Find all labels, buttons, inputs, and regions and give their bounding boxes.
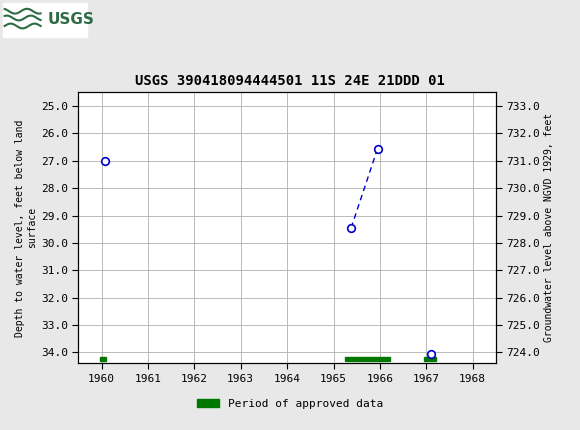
Bar bbox=[100, 357, 106, 362]
FancyBboxPatch shape bbox=[3, 3, 87, 37]
Legend: Period of approved data: Period of approved data bbox=[193, 395, 387, 414]
Text: USGS 390418094444501 11S 24E 21DDD 01: USGS 390418094444501 11S 24E 21DDD 01 bbox=[135, 74, 445, 88]
Y-axis label: Groundwater level above NGVD 1929, feet: Groundwater level above NGVD 1929, feet bbox=[544, 114, 554, 342]
Bar bbox=[345, 357, 390, 362]
Text: USGS: USGS bbox=[48, 12, 95, 28]
Bar bbox=[424, 357, 436, 362]
Y-axis label: Depth to water level, feet below land
surface: Depth to water level, feet below land su… bbox=[15, 119, 37, 337]
